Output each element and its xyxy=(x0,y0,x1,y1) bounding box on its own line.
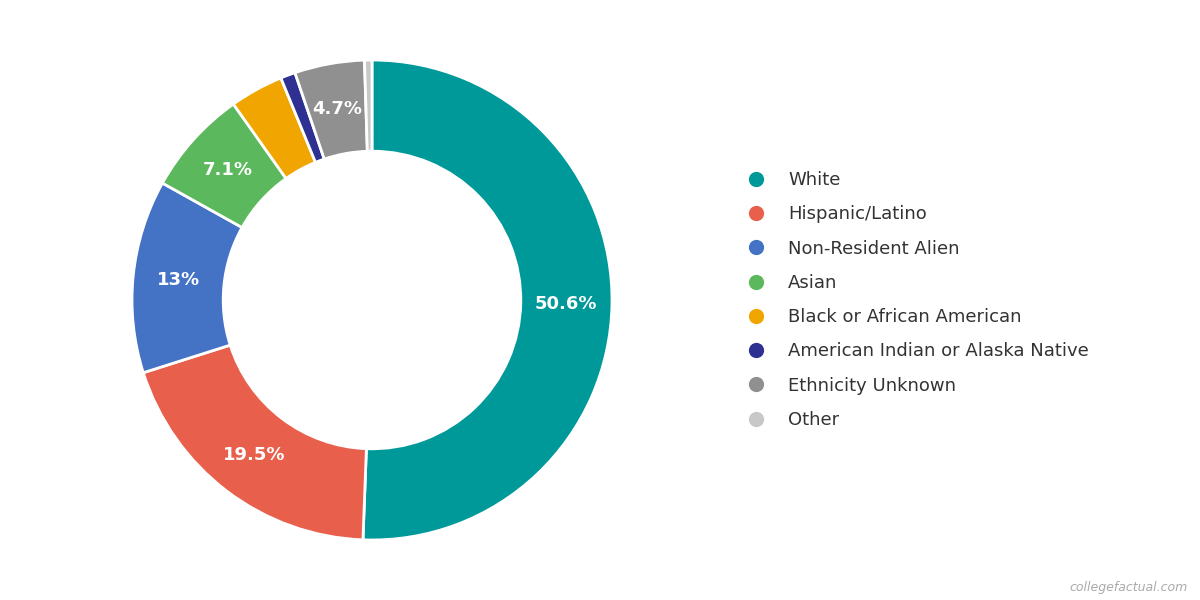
Wedge shape xyxy=(132,183,242,373)
Wedge shape xyxy=(365,60,372,151)
Text: 4.7%: 4.7% xyxy=(312,100,362,118)
Wedge shape xyxy=(143,345,366,540)
Text: collegefactual.com: collegefactual.com xyxy=(1069,581,1188,594)
Text: 50.6%: 50.6% xyxy=(535,295,598,313)
Wedge shape xyxy=(281,73,324,163)
Text: 7.1%: 7.1% xyxy=(203,161,252,179)
Wedge shape xyxy=(362,60,612,540)
Wedge shape xyxy=(233,78,316,179)
Text: 13%: 13% xyxy=(157,271,200,289)
Wedge shape xyxy=(162,104,286,227)
Wedge shape xyxy=(295,60,367,159)
Legend: White, Hispanic/Latino, Non-Resident Alien, Asian, Black or African American, Am: White, Hispanic/Latino, Non-Resident Ali… xyxy=(731,164,1096,436)
Text: 19.5%: 19.5% xyxy=(223,446,286,464)
